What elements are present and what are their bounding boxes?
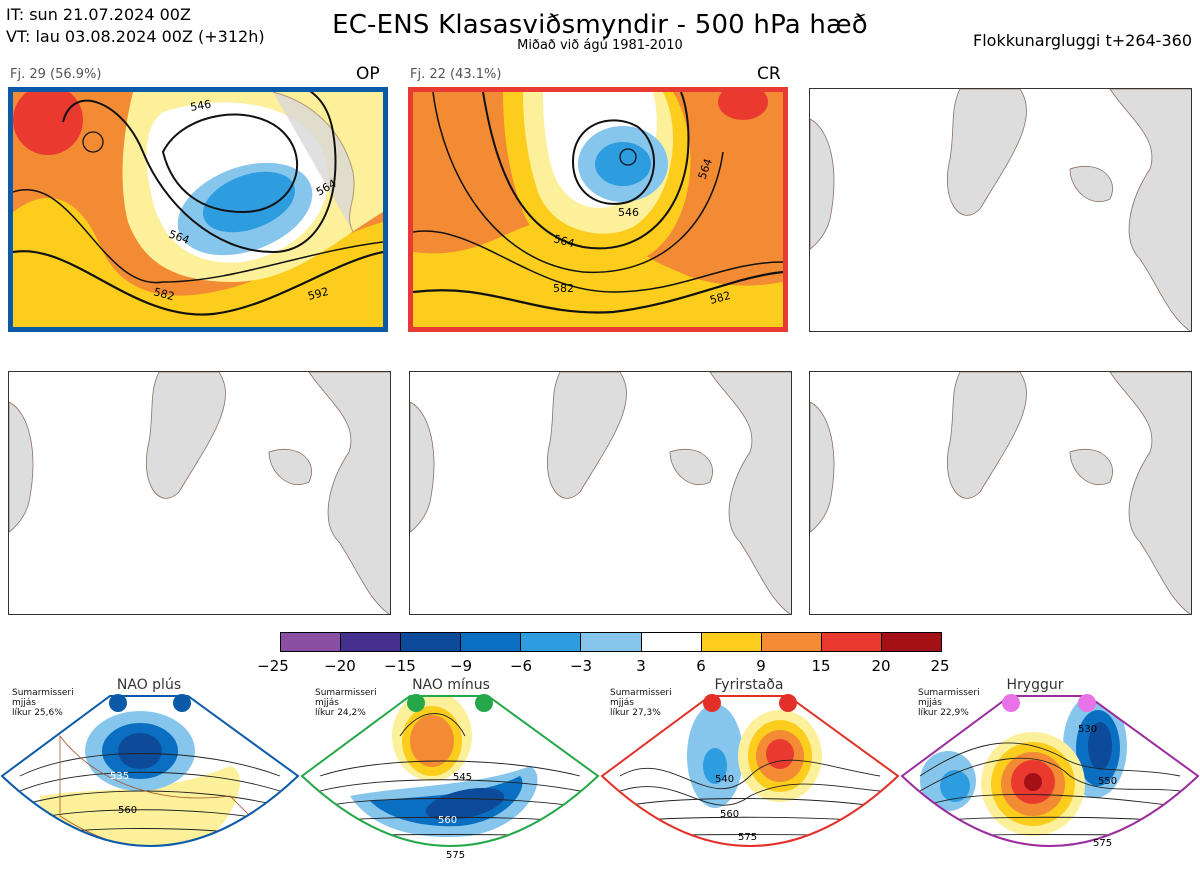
regime-note-line: Sumarmisseri (918, 688, 980, 698)
regime-note: Sumarmisseri mjjás líkur 25,6% (12, 688, 74, 718)
regime-contour-label: 575 (446, 850, 465, 861)
coastline-map (9, 372, 390, 614)
regime-contour-label: 550 (1098, 776, 1117, 787)
map-cluster-2: 546 564 582 582 564 (413, 92, 783, 327)
coastline-map (410, 372, 791, 614)
page-title: EC-ENS Klasasviðsmyndir - 500 hPa hæð (332, 10, 868, 40)
regime-contour-label: 575 (1093, 838, 1112, 849)
colorbar-swatch (401, 633, 462, 651)
colorbar-swatch (521, 633, 582, 651)
regime-map: 545 560 575 (300, 694, 600, 861)
regime-note-line: mjjás (12, 698, 36, 708)
regime-note-line: líkur 22,9% (918, 708, 969, 718)
colorbar-swatch (581, 633, 642, 651)
regime-note: Sumarmisseri mjjás líkur 27,3% (610, 688, 672, 718)
regime-note-line: Sumarmisseri (315, 688, 377, 698)
colorbar-swatch (821, 633, 882, 651)
page-subtitle: Miðað við ágú 1981-2010 (517, 38, 683, 53)
coastline-map (810, 89, 1191, 331)
regime-ridge[interactable]: Sumarmisseri mjjás líkur 22,9% Hryggur (900, 676, 1200, 871)
panel-2-contour-label-1: 546 (618, 206, 639, 219)
regime-note: Sumarmisseri mjjás líkur 24,2% (315, 688, 377, 718)
map-panel-cluster-1[interactable]: 546 564 582 592 564 (8, 87, 388, 332)
coastline-map (810, 372, 1191, 614)
panel-1-contour-label-1: 546 (189, 98, 212, 114)
colorbar-swatch (281, 633, 342, 651)
regime-name: NAO plús (116, 677, 182, 693)
panel-2-contour-label-3: 582 (553, 282, 574, 295)
regime-contour-label: 540 (715, 774, 734, 785)
colorbar-swatch (461, 633, 522, 651)
regime-nao-plus[interactable]: Sumarmisseri mjjás líkur 25,6% NAO plús … (0, 676, 300, 871)
regime-contour-label: 545 (453, 772, 472, 783)
regime-note-line: mjjás (918, 698, 942, 708)
regime-nao-minus[interactable]: Sumarmisseri mjjás líkur 24,2% NAO mínus… (300, 676, 600, 871)
regime-contour-label: 575 (738, 832, 757, 843)
regime-blocking[interactable]: Sumarmisseri mjjás líkur 27,3% Fyrirstað… (600, 676, 900, 871)
colorbar-tick: 25 (930, 657, 950, 675)
colorbar-tick: 15 (811, 657, 831, 675)
regime-contour-label: 530 (1078, 724, 1097, 735)
regime-map: 540 560 575 (600, 694, 900, 847)
colorbar-swatch (761, 633, 822, 651)
map-cluster-1: 546 564 582 592 564 (13, 92, 383, 327)
initial-time: IT: sun 21.07.2024 00Z (6, 5, 191, 24)
regime-note-line: líkur 24,2% (315, 708, 366, 718)
panel-1-label: Fj. 29 (56.9%) (10, 67, 102, 82)
map-panel-empty-4[interactable] (809, 371, 1192, 615)
panel-2-tag: CR (757, 64, 781, 84)
panel-1-contour-label-3: 582 (152, 285, 176, 303)
colorbar-tick: 20 (871, 657, 891, 675)
colorbar-swatch (641, 633, 702, 651)
colorbar-tick: −15 (384, 657, 416, 675)
colorbar (280, 632, 942, 652)
regime-map: 530 550 575 (900, 694, 1200, 849)
regime-name: NAO mínus (412, 677, 490, 693)
regime-note-line: mjjás (315, 698, 339, 708)
regime-note: Sumarmisseri mjjás líkur 22,9% (918, 688, 980, 718)
regime-contour-label: 560 (720, 809, 739, 820)
panel-1-contour-label-4: 592 (306, 285, 330, 303)
regime-contour-label: 560 (118, 805, 137, 816)
colorbar-tick: 3 (636, 657, 646, 675)
valid-time: VT: lau 03.08.2024 00Z (+312h) (6, 27, 265, 46)
regime-name: Fyrirstaða (714, 677, 784, 693)
regime-note-line: Sumarmisseri (610, 688, 672, 698)
panel-2-contour-label-4: 582 (708, 289, 732, 307)
header-times: IT: sun 21.07.2024 00Z VT: lau 03.08.202… (6, 4, 265, 48)
regime-name: Hryggur (1006, 677, 1064, 693)
panel-1-tag: OP (356, 64, 380, 84)
panel-2-label: Fj. 22 (43.1%) (410, 67, 502, 82)
colorbar-tick: −20 (324, 657, 356, 675)
regime-map: 535 560 (0, 694, 300, 847)
classification-window: Flokkunargluggi t+264-360 (973, 31, 1192, 50)
map-panel-empty-3[interactable] (409, 371, 792, 615)
panel-2-contour-label-2: 564 (552, 232, 576, 250)
regime-contour-label: 560 (438, 815, 457, 826)
colorbar-tick: 9 (756, 657, 766, 675)
regime-note-line: Sumarmisseri (12, 688, 74, 698)
colorbar-tick: −3 (569, 657, 593, 675)
regime-note-line: líkur 27,3% (610, 708, 661, 718)
map-panel-empty-2[interactable] (8, 371, 391, 615)
colorbar-tick: 6 (696, 657, 706, 675)
colorbar-swatch (881, 633, 942, 651)
colorbar-swatch (341, 633, 402, 651)
regime-contour-label: 535 (110, 771, 129, 782)
colorbar-tick: −9 (449, 657, 473, 675)
regime-note-line: mjjás (610, 698, 634, 708)
colorbar-swatch (701, 633, 762, 651)
colorbar-tick: −25 (257, 657, 289, 675)
colorbar-tick: −6 (509, 657, 533, 675)
map-panel-empty-1[interactable] (809, 88, 1192, 332)
regime-note-line: líkur 25,6% (12, 708, 63, 718)
map-panel-cluster-2[interactable]: 546 564 582 582 564 (408, 87, 788, 332)
